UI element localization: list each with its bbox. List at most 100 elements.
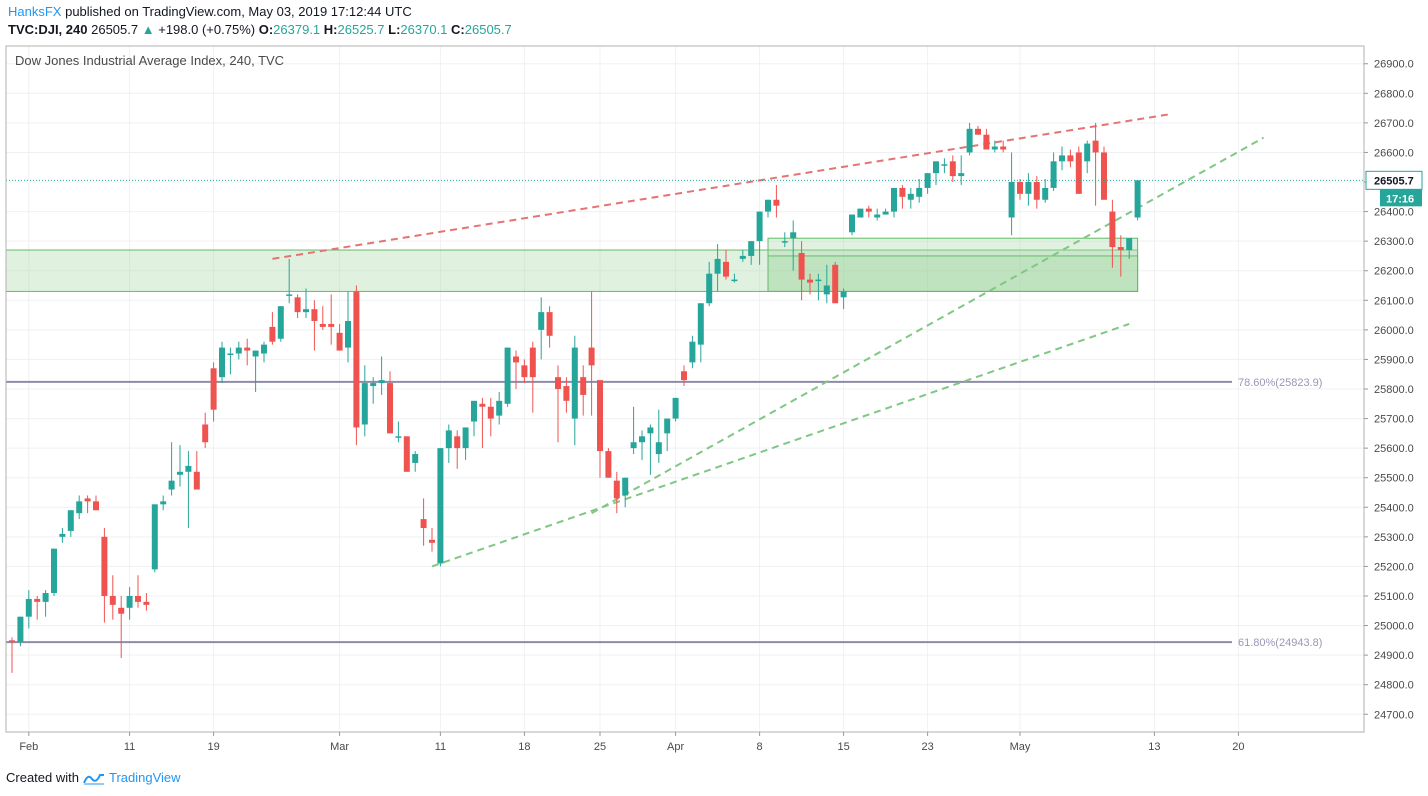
candle [25,590,32,629]
candle-body [59,533,66,537]
candle [941,158,948,174]
candle-body [361,383,368,425]
candle [1117,235,1124,277]
candle [1059,146,1065,171]
x-tick-label: Mar [330,741,349,753]
candle-body [429,539,435,543]
candle [286,258,293,304]
candle [790,220,797,271]
candle [958,155,965,185]
candle [496,391,503,425]
candle [513,350,519,389]
candle [849,214,855,236]
candle [412,451,419,472]
candle [1025,173,1032,206]
candle-body [840,291,847,298]
candle-body [471,400,477,422]
candle-body [185,465,192,472]
candle [1109,199,1116,268]
candle [874,208,881,221]
candle-body [387,383,393,434]
candle-body [1109,211,1116,248]
support-zones [5,237,1139,292]
y-tick-label: 25700.0 [1374,414,1414,426]
x-tick-label: 13 [1148,741,1160,753]
candle-body [151,504,158,570]
candle [697,303,704,363]
candle [672,397,679,422]
candle [462,427,469,460]
created-with-text: Created with [6,770,79,785]
candle-body [865,208,872,212]
candle [353,285,360,446]
countdown-tag [1380,189,1422,207]
candle [1067,149,1074,168]
candle [34,595,41,620]
candle-body [655,442,662,455]
close-value: 26505.7 [464,22,512,37]
chart-title: Dow Jones Industrial Average Index, 240,… [15,53,284,68]
candle [76,495,83,520]
candle [118,595,125,659]
candle [933,161,939,185]
candle-body [748,241,755,256]
candle-body [462,427,469,449]
y-tick-label: 26200.0 [1374,266,1414,278]
candle-body [513,356,519,363]
candle-body [193,471,200,490]
candle [403,436,410,472]
y-tick-label: 25400.0 [1374,502,1414,514]
candle [303,288,309,319]
candle-body [907,193,914,200]
candle-body [311,309,318,321]
fib-label: 61.80%(24943.8) [1238,637,1322,649]
candle-body [109,595,116,605]
y-tick-label: 26300.0 [1374,236,1414,248]
tradingview-logo-icon [83,773,104,785]
y-tick-label: 26000.0 [1374,325,1414,337]
candle [67,510,74,537]
trend-lines [272,113,1265,568]
tradingview-brand[interactable]: TradingView [108,770,181,785]
candle-body [882,211,889,215]
candle [529,341,536,413]
candle [1000,140,1007,153]
candle [748,241,755,265]
candle-body [378,380,385,384]
price-tags: 26505.7 17:16 [1365,170,1423,207]
y-tick-label: 25100.0 [1374,591,1414,603]
candle-body [118,607,125,614]
candle-body [126,595,133,608]
y-tick-label: 25800.0 [1374,384,1414,396]
candle-body [219,347,225,378]
candle [378,356,385,395]
change-value: +198.0 (+0.75%) [158,22,256,37]
x-tick-label: 15 [837,741,849,753]
candle [252,350,259,392]
candle-body [353,291,360,428]
candle-body [487,406,494,419]
price-axis[interactable]: 24700.0 24800.0 24900.0 25000.0 25100.0 25200… [1364,59,1414,722]
time-axis[interactable]: Feb 11 19 Mar 11 18 25 Apr 8 15 23 May 13 20 [19,732,1245,753]
candle-body [832,264,839,304]
x-tick-label: 23 [921,741,933,753]
price-chart[interactable]: 78.60%(25823.9) 61.80%(24943.8) Dow Jones… [0,40,1428,762]
candle-body [160,501,167,505]
change-arrow-icon: ▲ [141,22,155,37]
candle [235,341,242,360]
y-tick-label: 26900.0 [1374,59,1414,71]
candle [546,306,553,348]
candle [395,421,402,443]
candle-body [823,285,830,295]
support-zone [5,249,1139,292]
author-link[interactable]: HanksFX [8,4,62,19]
open-value: 26379.1 [273,22,321,37]
candle-body [454,436,461,449]
candle [84,495,91,514]
candle [387,371,393,434]
candle [294,294,301,319]
candle-body [1092,140,1099,153]
y-tick-label: 25000.0 [1374,621,1414,633]
candle-body [966,128,973,153]
y-tick-label: 26800.0 [1374,88,1414,100]
